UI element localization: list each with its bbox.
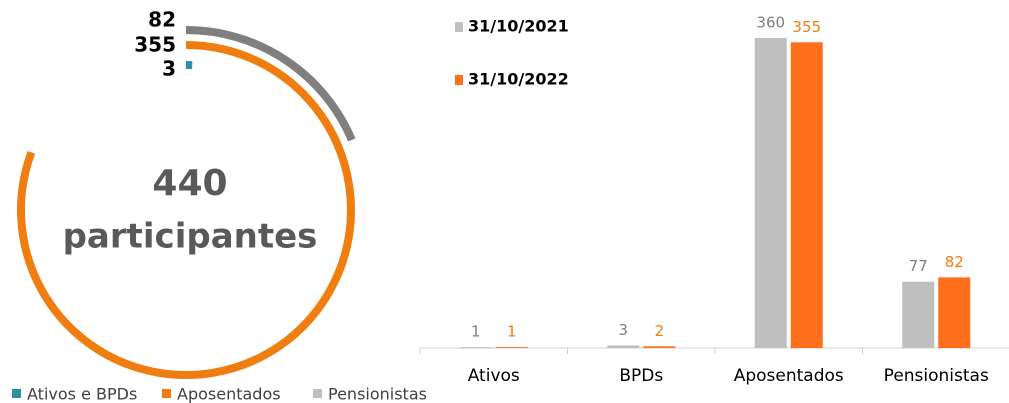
ring-value-label: 355 (134, 33, 176, 57)
legend-swatch (455, 75, 463, 85)
bar (459, 347, 492, 348)
bar (607, 345, 640, 348)
legend-swatch (313, 389, 322, 398)
ring-value-label: 3 (162, 57, 176, 81)
bar-value-label: 77 (909, 257, 928, 275)
legend-swatch (12, 389, 21, 398)
bar-value-label: 1 (471, 323, 481, 341)
bar (495, 347, 528, 348)
bar (790, 42, 823, 349)
center-value: 440 (152, 163, 227, 204)
legend-swatch (162, 389, 171, 398)
x-tick-label: Pensionistas (884, 366, 989, 386)
bar (938, 277, 971, 348)
bar (643, 346, 676, 348)
bar-value-label: 3 (618, 321, 628, 339)
bar-value-label: 2 (654, 322, 664, 340)
bar-value-label: 355 (792, 18, 821, 36)
legend-label: 31/10/2021 (468, 17, 569, 36)
ring-arc (185, 26, 356, 142)
bar-value-label: 1 (507, 323, 517, 341)
bar-value-label: 82 (945, 253, 964, 271)
x-tick-label: Aposentados (734, 366, 844, 386)
legend-label: Ativos e BPDs (27, 385, 137, 403)
legend-label: 31/10/2022 (468, 70, 569, 89)
legend-swatch (455, 22, 463, 32)
bar (754, 38, 787, 348)
ring-value-label: 82 (148, 8, 176, 32)
center-label: participantes (63, 217, 318, 257)
legend-label: Aposentados (177, 385, 281, 403)
x-tick-label: BPDs (619, 366, 663, 386)
bar-value-label: 360 (756, 14, 785, 32)
bar (902, 281, 935, 348)
ring-arc (17, 41, 355, 379)
legend-label: Pensionistas (328, 385, 427, 403)
x-tick-label: Ativos (468, 366, 520, 386)
